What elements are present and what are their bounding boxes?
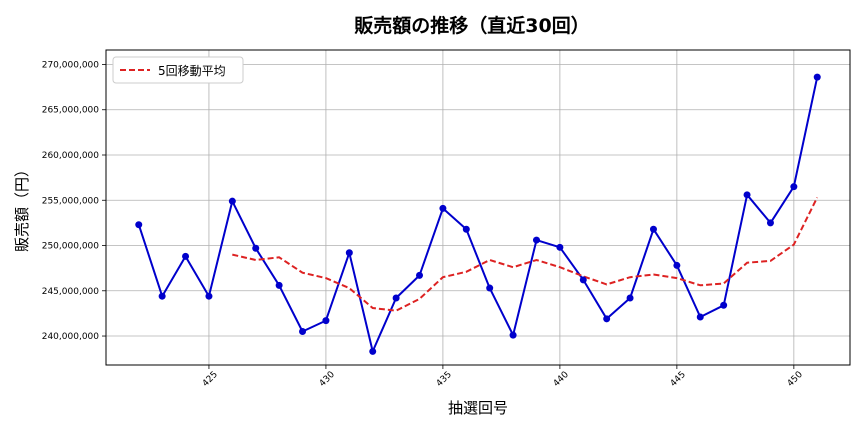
sales-data-point [135,221,143,229]
y-axis-label: 販売額（円） [13,162,31,252]
sales-data-point [369,347,377,355]
x-tick-label: 450 [786,370,805,389]
y-tick-label: 270,000,000 [42,60,100,70]
sales-data-point [766,219,774,227]
sales-data-point [392,294,400,302]
legend: 5回移動平均 [112,56,244,84]
sales-data-point [252,244,260,252]
legend-box [112,56,244,84]
sales-series-line [137,76,819,353]
sales-data-point [322,317,330,325]
sales-data-point [205,292,213,300]
sales-data-point [649,225,657,233]
x-axis-label: 抽選回号 [448,399,508,417]
x-tick-label: 425 [201,370,220,389]
x-tick-label: 435 [435,370,454,389]
legend-label-moving-average: 5回移動平均 [158,64,226,78]
sales-data-point [579,276,587,284]
y-tick-label: 240,000,000 [42,332,100,342]
y-tick-label: 250,000,000 [42,242,100,252]
y-tick-label: 260,000,000 [42,151,100,161]
sales-data-point [720,301,728,309]
plot-frame [105,49,851,366]
sales-data-point [416,271,424,279]
sales-data-point [626,294,634,302]
sales-data-point [813,73,821,81]
x-tick-label: 430 [318,370,337,389]
sales-data-point [509,331,517,339]
grid-lines [106,50,850,365]
sales-data-point [182,252,190,260]
sales-data-point [790,183,798,191]
sales-data-point [603,315,611,323]
x-tick-label: 445 [669,370,688,389]
sales-data-point [299,328,307,336]
x-tick-label: 440 [552,370,571,389]
sales-data-point [439,204,447,212]
series-layer [135,73,821,355]
sales-data-point [532,236,540,244]
sales-data-point [556,243,564,251]
sales-data-point [275,281,283,289]
y-tick-label: 255,000,000 [42,196,100,206]
plot-area [106,50,850,365]
x-axis-ticks: 425 430 435 440 445 450 [201,365,805,389]
moving-average-series-line [232,197,819,312]
y-tick-label: 265,000,000 [42,106,100,116]
sales-data-point [462,225,470,233]
chart-title: 販売額の推移（直近30回） [354,14,589,37]
sales-data-point [696,313,704,321]
sales-data-point [673,261,681,269]
y-tick-label: 245,000,000 [42,287,100,297]
sales-data-point [158,292,166,300]
sales-data-point [743,191,751,199]
y-axis-ticks: 240,000,000 245,000,000 250,000,000 255,000… [42,60,106,342]
sales-data-point [486,284,494,292]
sales-data-point [228,197,236,205]
sales-data-point [345,249,353,257]
